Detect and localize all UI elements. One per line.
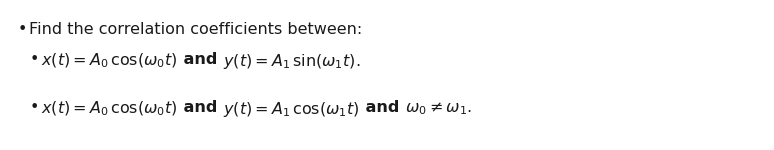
- Text: $x(t) = A_0\,\mathrm{cos}(\omega_0 t)$: $x(t) = A_0\,\mathrm{cos}(\omega_0 t)$: [41, 52, 178, 70]
- Text: $y(t) = A_1\,\mathrm{sin}(\omega_1 t).$: $y(t) = A_1\,\mathrm{sin}(\omega_1 t).$: [223, 52, 361, 71]
- Text: Find the correlation coefficients between:: Find the correlation coefficients betwee…: [29, 22, 363, 37]
- Text: •: •: [30, 52, 39, 67]
- Text: $\omega_0 \neq \omega_1.$: $\omega_0 \neq \omega_1.$: [405, 100, 471, 117]
- Text: and: and: [360, 100, 405, 115]
- Text: •: •: [18, 22, 27, 37]
- Text: $x(t) = A_0\,\mathrm{cos}(\omega_0 t)$: $x(t) = A_0\,\mathrm{cos}(\omega_0 t)$: [41, 100, 178, 118]
- Text: and: and: [178, 52, 223, 67]
- Text: $y(t) = A_1\,\mathrm{cos}(\omega_1 t)$: $y(t) = A_1\,\mathrm{cos}(\omega_1 t)$: [223, 100, 360, 119]
- Text: •: •: [30, 100, 39, 115]
- Text: and: and: [178, 100, 223, 115]
